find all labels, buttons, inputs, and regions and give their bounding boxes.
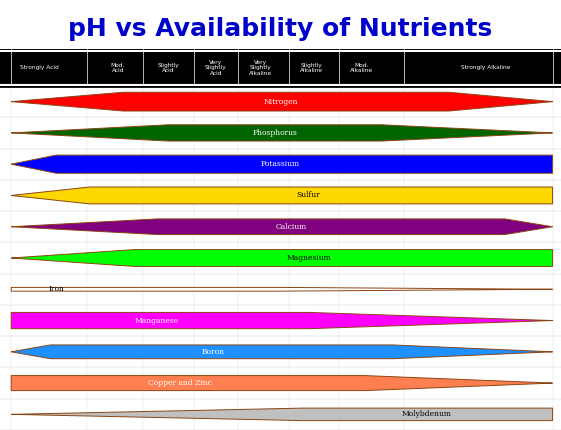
Polygon shape (11, 125, 553, 141)
Polygon shape (11, 219, 553, 234)
Text: Mod.
Acid: Mod. Acid (111, 62, 125, 73)
Bar (0, 180, 561, 211)
Polygon shape (11, 345, 553, 359)
Bar (0, 148, 561, 180)
Text: pH vs Availability of Nutrients: pH vs Availability of Nutrients (68, 17, 493, 41)
Text: Sulfur: Sulfur (297, 191, 320, 200)
Text: Very
Slightly
Acid: Very Slightly Acid (205, 60, 227, 76)
Text: Potassium: Potassium (261, 160, 300, 168)
Bar (0, 211, 561, 243)
Text: Slightly
Acid: Slightly Acid (158, 62, 179, 73)
Text: Nitrogen: Nitrogen (263, 98, 298, 106)
Bar (0, 273, 561, 305)
Text: Boron: Boron (202, 348, 224, 356)
Text: Iron: Iron (48, 285, 64, 293)
Text: Calcium: Calcium (276, 223, 307, 231)
Bar (0, 399, 561, 430)
Text: Copper and Zinc: Copper and Zinc (148, 379, 211, 387)
Bar (0, 86, 561, 117)
Polygon shape (11, 375, 553, 390)
Polygon shape (11, 155, 553, 173)
Text: Very
Slightly
Alkaline: Very Slightly Alkaline (249, 60, 273, 76)
Polygon shape (11, 408, 553, 421)
Polygon shape (11, 313, 553, 329)
Bar (0, 305, 561, 336)
Polygon shape (11, 187, 553, 204)
Text: Mod.
Alkaline: Mod. Alkaline (350, 62, 374, 73)
Polygon shape (11, 287, 553, 291)
Text: Magnesium: Magnesium (286, 254, 331, 262)
Bar (0, 243, 561, 273)
Bar (0, 117, 561, 148)
Text: Manganese: Manganese (135, 316, 179, 325)
Text: Molybdenum: Molybdenum (401, 410, 452, 418)
Text: Strongly Alkaline: Strongly Alkaline (461, 65, 510, 70)
Bar (0, 368, 561, 399)
Bar (0, 336, 561, 368)
Text: Slightly
Alkaline: Slightly Alkaline (300, 62, 323, 73)
Text: Strongly Acid: Strongly Acid (20, 65, 59, 70)
Text: Phosphorus: Phosphorus (252, 129, 297, 137)
Polygon shape (11, 249, 553, 267)
Polygon shape (11, 92, 553, 111)
